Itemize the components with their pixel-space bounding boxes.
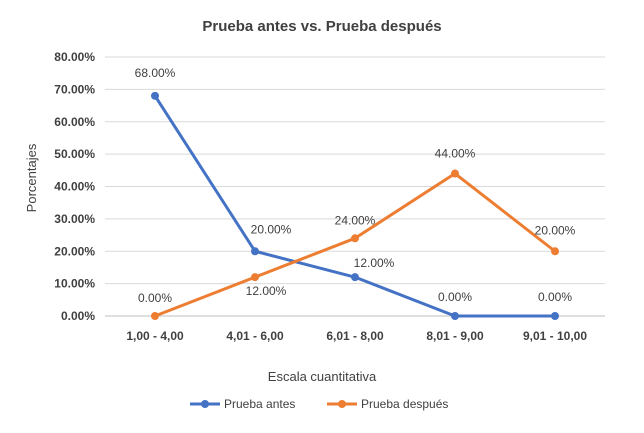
y-tick-label: 30.00%: [54, 212, 95, 226]
data-point: [351, 234, 359, 243]
y-tick-label: 0.00%: [61, 309, 95, 323]
data-point: [551, 312, 559, 320]
data-label: 68.00%: [135, 66, 176, 80]
data-point: [151, 91, 159, 100]
y-tick-label: 10.00%: [54, 277, 95, 291]
data-point: [351, 273, 359, 282]
x-tick-label: 8,01 - 9,00: [426, 329, 484, 343]
y-tick-label: 40.00%: [54, 180, 95, 194]
legend-swatch-marker: [338, 400, 346, 408]
data-label: 24.00%: [335, 213, 376, 227]
x-tick-label: 4,01 - 6,00: [226, 329, 284, 343]
data-point: [251, 247, 259, 256]
legend-item: Prueba después: [327, 397, 448, 411]
y-tick-label: 80.00%: [54, 50, 95, 64]
data-label: 12.00%: [246, 284, 287, 298]
legend-swatch-marker: [201, 400, 209, 408]
data-point: [451, 312, 459, 320]
data-label: 0.00%: [138, 291, 172, 305]
legend-item: Prueba antes: [190, 397, 295, 411]
y-tick-label: 20.00%: [54, 244, 95, 258]
legend-label: Prueba después: [361, 397, 448, 411]
data-label: 0.00%: [438, 290, 472, 304]
data-point: [151, 312, 159, 320]
x-tick-label: 6,01 - 8,00: [326, 329, 384, 343]
data-point: [551, 247, 559, 256]
data-label: 20.00%: [535, 223, 576, 237]
y-axis-ticks: 0.00% 10.00% 20.00% 30.00% 40.00% 50.00% 60.00…: [54, 50, 95, 323]
chart-title: Prueba antes vs. Prueba después: [202, 18, 441, 35]
data-label: 20.00%: [251, 222, 292, 236]
data-point: [251, 273, 259, 282]
gridlines: [105, 56, 605, 317]
x-tick-label: 9,01 - 10,00: [523, 329, 587, 343]
legend: Prueba antes Prueba después: [190, 397, 448, 411]
data-label: 0.00%: [538, 290, 572, 304]
x-tick-label: 1,00 - 4,00: [126, 329, 184, 343]
legend-label: Prueba antes: [224, 397, 295, 411]
x-axis-ticks: 1,00 - 4,00 4,01 - 6,00 6,01 - 8,00 8,01 - …: [126, 329, 587, 343]
x-axis-label: Escala cuantitativa: [268, 369, 377, 384]
y-tick-label: 50.00%: [54, 147, 95, 161]
y-axis-label: Porcentajes: [24, 143, 39, 212]
data-point: [451, 169, 459, 178]
series-lines: [151, 91, 559, 320]
data-label: 12.00%: [354, 256, 395, 270]
y-tick-label: 60.00%: [54, 115, 95, 129]
y-tick-label: 70.00%: [54, 82, 95, 96]
data-labels: 68.00% 20.00% 12.00% 0.00% 0.00% 0.00% 12.00% 2…: [135, 66, 576, 305]
data-label: 44.00%: [435, 147, 476, 161]
